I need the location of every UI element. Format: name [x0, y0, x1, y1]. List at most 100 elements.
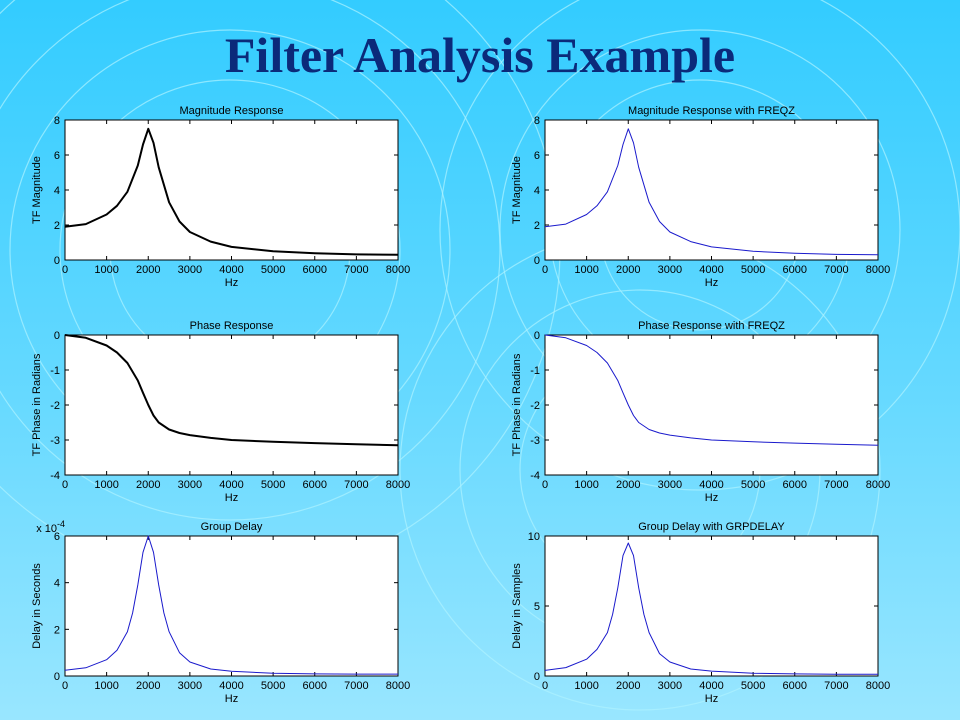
x-tick-label: 3000: [178, 680, 202, 692]
x-tick-label: 0: [542, 680, 548, 692]
x-tick-label: 0: [62, 479, 68, 491]
y-tick-label: 0: [534, 330, 540, 342]
y-tick-label: 0: [534, 255, 540, 267]
y-tick-label: -2: [50, 400, 60, 412]
x-tick-label: 8000: [866, 479, 890, 491]
plot-area: [544, 334, 879, 476]
x-tick-label: 5000: [261, 479, 285, 491]
series-line: [64, 127, 399, 256]
x-axis-label: Hz: [225, 277, 238, 289]
x-tick-label: 2000: [616, 264, 640, 276]
x-tick-label: 8000: [386, 264, 410, 276]
x-tick-label: 5000: [741, 479, 765, 491]
x-tick-label: 0: [62, 264, 68, 276]
y-tick-label: 2: [54, 220, 60, 232]
background-ring: [0, 0, 501, 521]
x-tick-label: 7000: [824, 680, 848, 692]
chart-title: Phase Response: [190, 320, 274, 332]
x-tick-label: 8000: [866, 680, 890, 692]
x-tick-label: 3000: [178, 264, 202, 276]
x-tick-label: 3000: [178, 479, 202, 491]
x-tick-label: 4000: [219, 680, 243, 692]
y-tick-label: -3: [50, 435, 60, 447]
x-axis-label: Hz: [705, 277, 718, 289]
x-tick-label: 5000: [261, 264, 285, 276]
x-tick-label: 4000: [219, 264, 243, 276]
y-axis-label: TF Magnitude: [511, 156, 523, 224]
x-tick-label: 4000: [699, 680, 723, 692]
x-tick-label: 7000: [824, 264, 848, 276]
y-tick-label: -1: [530, 365, 540, 377]
x-axis-label: Hz: [225, 492, 238, 504]
x-tick-label: 6000: [303, 680, 327, 692]
x-tick-label: 7000: [344, 264, 368, 276]
x-tick-label: 2000: [616, 479, 640, 491]
x-tick-label: 8000: [386, 680, 410, 692]
x-tick-label: 1000: [94, 680, 118, 692]
x-tick-label: 4000: [219, 479, 243, 491]
x-tick-label: 1000: [94, 264, 118, 276]
x-tick-label: 0: [62, 680, 68, 692]
x-tick-label: 7000: [344, 479, 368, 491]
y-tick-label: 4: [54, 578, 60, 590]
y-tick-label: 4: [534, 185, 540, 197]
x-axis-label: Hz: [705, 492, 718, 504]
y-tick-label: 0: [54, 671, 60, 683]
y-axis-label: Delay in Samples: [511, 563, 523, 649]
y-tick-label: 4: [54, 185, 60, 197]
x-tick-label: 5000: [741, 264, 765, 276]
x-tick-label: 7000: [824, 479, 848, 491]
y-axis-label: TF Phase in Radians: [511, 353, 523, 456]
x-tick-label: 7000: [344, 680, 368, 692]
x-tick-label: 4000: [699, 264, 723, 276]
x-tick-label: 3000: [658, 680, 682, 692]
y-tick-label: 0: [54, 330, 60, 342]
series-line: [544, 334, 879, 446]
chart-title: Magnitude Response: [180, 105, 284, 117]
y-axis-label: TF Phase in Radians: [31, 353, 43, 456]
y-tick-label: -1: [50, 365, 60, 377]
x-tick-label: 6000: [783, 479, 807, 491]
y-exponent-label: x 10-4: [36, 519, 65, 535]
x-tick-label: 3000: [658, 264, 682, 276]
x-axis-label: Hz: [705, 693, 718, 705]
y-tick-label: 2: [534, 220, 540, 232]
x-tick-label: 4000: [699, 479, 723, 491]
series-line: [544, 542, 878, 675]
y-tick-label: -3: [530, 435, 540, 447]
chart-title: Magnitude Response with FREQZ: [628, 105, 795, 117]
background-ring: [439, 0, 960, 491]
chart-title: Group Delay with GRPDELAY: [638, 521, 785, 533]
x-axis-label: Hz: [225, 693, 238, 705]
y-tick-label: 8: [534, 115, 540, 127]
chart-panel: 0 1000 2000 3000 4000 5000 6000 7000 8000 0 2 4 6 8 Ma…: [511, 105, 890, 289]
x-tick-label: 0: [542, 264, 548, 276]
y-tick-label: 2: [54, 624, 60, 636]
y-tick-label: 0: [54, 255, 60, 267]
y-exponent-power: -4: [57, 519, 65, 529]
chart-panel: 0 1000 2000 3000 4000 5000 6000 7000 8000 0 -1 -2 -3…: [511, 320, 890, 504]
chart-panel: 0 1000 2000 3000 4000 5000 6000 7000 8000 0 2 4 6 Gro…: [31, 519, 410, 705]
y-tick-label: 6: [54, 531, 60, 543]
y-tick-label: 6: [54, 150, 60, 162]
y-tick-label: 10: [528, 531, 540, 543]
y-tick-label: -4: [50, 470, 60, 482]
slide-title: Filter Analysis Example: [224, 27, 736, 83]
x-tick-label: 1000: [574, 680, 598, 692]
x-tick-label: 2000: [136, 680, 160, 692]
x-tick-label: 5000: [741, 680, 765, 692]
x-tick-label: 3000: [658, 479, 682, 491]
chart-title: Group Delay: [201, 521, 263, 533]
y-tick-label: -2: [530, 400, 540, 412]
y-axis-label: Delay in Seconds: [31, 563, 43, 649]
x-tick-label: 1000: [94, 479, 118, 491]
plot-area: [544, 535, 879, 677]
plot-area: [64, 119, 399, 261]
plot-area: [544, 119, 879, 261]
y-tick-label: 0: [534, 671, 540, 683]
x-tick-label: 6000: [303, 264, 327, 276]
x-tick-label: 1000: [574, 479, 598, 491]
y-axis-label: TF Magnitude: [31, 156, 43, 224]
x-tick-label: 2000: [136, 479, 160, 491]
